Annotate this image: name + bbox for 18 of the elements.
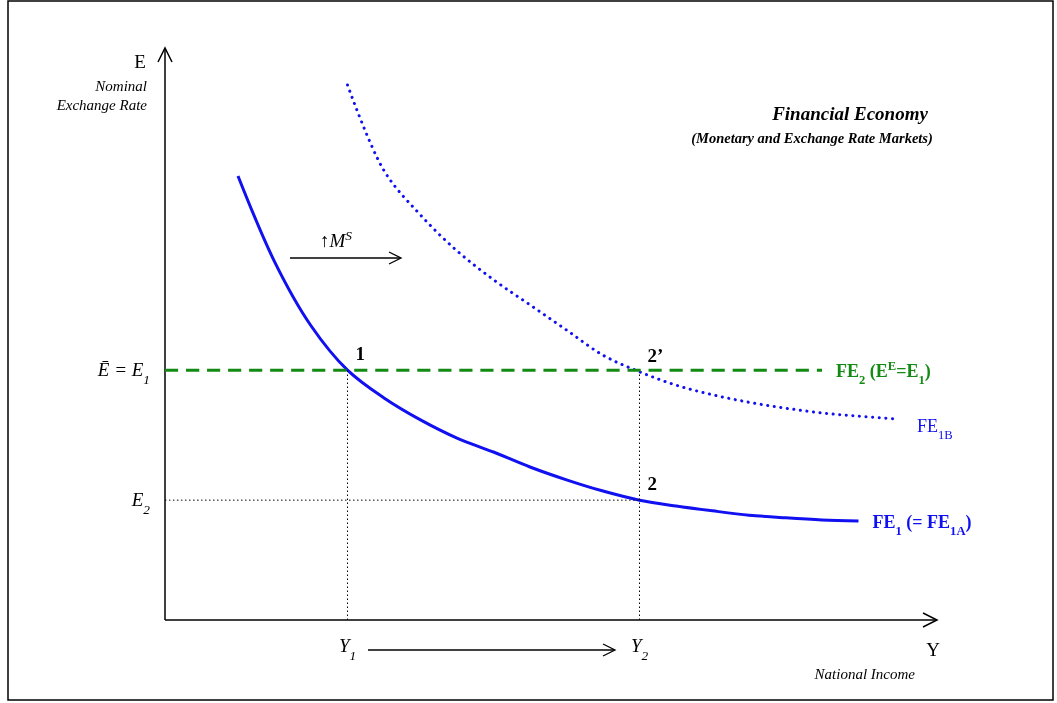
y-axis-title: E	[130, 489, 144, 511]
annotation: 2’	[647, 344, 664, 366]
text: 2	[143, 501, 150, 517]
series-label: FE$_{2}$ (E$^{E}$=E$_{1}$)	[836, 359, 931, 388]
annotation: 2	[647, 473, 657, 495]
text: National Income	[813, 666, 916, 682]
x-tick-label: Y$_{1}$	[338, 635, 357, 663]
x-tick-label: Y$_{2}$	[630, 635, 649, 663]
text: Financial Economy	[771, 103, 929, 124]
series-label: FE$_{1B}$	[917, 415, 953, 442]
text: E	[134, 51, 146, 72]
annotation: ↑M$^{S}$	[320, 227, 353, 251]
annotation: 1	[355, 343, 365, 365]
text: Nominal Exchange Rate	[55, 78, 148, 113]
text: (Monetary and Exchange Rate Markets)	[691, 130, 933, 147]
x-axis-title: Y	[926, 639, 941, 660]
series-label: FE$_{1}$ (= FE$_{1A}$)	[872, 512, 972, 539]
text: Ē = E$_{1}$	[96, 359, 150, 387]
